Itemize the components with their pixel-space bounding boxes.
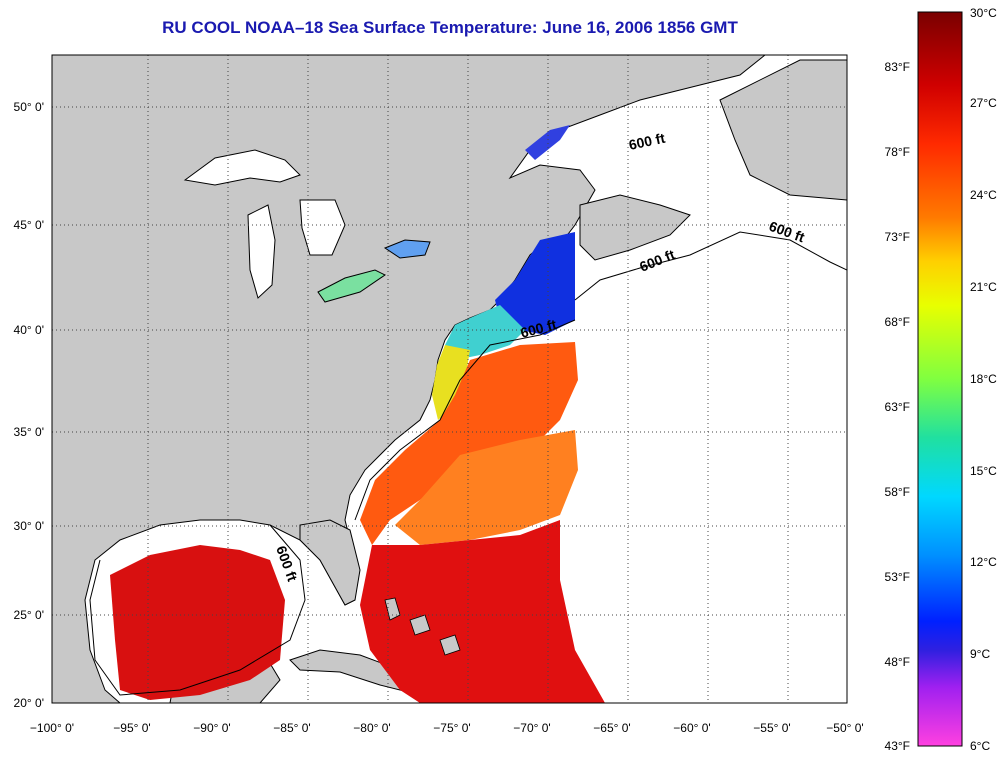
lake-ontario <box>383 239 431 259</box>
colorbar-scale <box>917 11 963 747</box>
sst-cool-region <box>495 232 575 335</box>
lon-tick-label: −70° 0' <box>513 721 550 735</box>
lon-tick-label: −55° 0' <box>753 721 790 735</box>
lat-tick-label: 20° 0' <box>14 696 44 710</box>
lon-tick-label: −85° 0' <box>273 721 310 735</box>
lon-tick-label: −65° 0' <box>593 721 630 735</box>
colorbar: 30°C 27°C 24°C 21°C 18°C 15°C 12°C 9°C 6… <box>885 6 998 753</box>
colorbar-fahrenheit-label: 43°F <box>885 739 910 753</box>
land-maritimes <box>579 194 691 261</box>
land-north-america <box>52 55 766 703</box>
lon-tick-label: −90° 0' <box>193 721 230 735</box>
colorbar-fahrenheit-label: 83°F <box>885 60 910 74</box>
sst-hot-southeast <box>360 520 605 703</box>
latitude-axis: 50° 0' 45° 0' 40° 0' 35° 0' 30° 0' 25° 0… <box>14 100 44 710</box>
lon-tick-label: −75° 0' <box>433 721 470 735</box>
colorbar-celsius-label: 9°C <box>970 647 990 661</box>
map-title: RU COOL NOAA–18 Sea Surface Temperature:… <box>162 18 738 37</box>
colorbar-fahrenheit-label: 53°F <box>885 570 910 584</box>
colorbar-celsius-label: 18°C <box>970 372 997 386</box>
colorbar-celsius-label: 30°C <box>970 6 997 20</box>
contour-600ft-coast <box>354 319 576 521</box>
sst-yellow-band <box>432 345 470 420</box>
st-lawrence-sst <box>525 125 570 160</box>
lon-tick-label: −60° 0' <box>673 721 710 735</box>
lake-michigan <box>247 204 276 299</box>
contour-600ft-north <box>574 231 847 301</box>
sst-cool-transition <box>445 305 525 360</box>
colorbar-celsius-label: 12°C <box>970 555 997 569</box>
sst-hot-gulf-of-mexico <box>110 545 285 700</box>
contour-600ft-gulf <box>89 524 306 696</box>
colorbar-fahrenheit-label: 68°F <box>885 315 910 329</box>
lat-tick-label: 40° 0' <box>14 323 44 337</box>
colorbar-fahrenheit-label: 73°F <box>885 230 910 244</box>
colorbar-celsius-label: 27°C <box>970 96 997 110</box>
land-newfoundland <box>719 59 847 201</box>
lon-tick-label: −80° 0' <box>353 721 390 735</box>
colorbar-fahrenheit-label: 63°F <box>885 400 910 414</box>
colorbar-fahrenheit-label: 58°F <box>885 485 910 499</box>
map-body <box>52 55 847 703</box>
longitude-axis: −100° 0' −95° 0' −90° 0' −85° 0' −80° 0'… <box>30 721 864 735</box>
graticule <box>52 55 847 703</box>
lon-tick-label: −50° 0' <box>826 721 863 735</box>
contour-label: 600 ft <box>627 130 666 153</box>
colorbar-celsius-label: 6°C <box>970 739 990 753</box>
lat-tick-label: 30° 0' <box>14 519 44 533</box>
land-florida <box>299 519 361 606</box>
lake-huron <box>299 199 346 256</box>
lat-tick-label: 35° 0' <box>14 425 44 439</box>
sst-warm-open-ocean <box>395 430 578 545</box>
lake-erie <box>317 269 386 303</box>
colorbar-celsius-label: 21°C <box>970 280 997 294</box>
sst-warm-gulf-stream <box>360 342 578 545</box>
lat-tick-label: 25° 0' <box>14 608 44 622</box>
colorbar-celsius-label: 15°C <box>970 464 997 478</box>
map-frame <box>51 54 848 704</box>
lon-tick-label: −100° 0' <box>30 721 74 735</box>
lat-tick-label: 50° 0' <box>14 100 44 114</box>
colorbar-celsius-label: 24°C <box>970 188 997 202</box>
lat-tick-label: 45° 0' <box>14 218 44 232</box>
colorbar-fahrenheit-label: 48°F <box>885 655 910 669</box>
lon-tick-label: −95° 0' <box>113 721 150 735</box>
colorbar-fahrenheit-label: 78°F <box>885 145 910 159</box>
